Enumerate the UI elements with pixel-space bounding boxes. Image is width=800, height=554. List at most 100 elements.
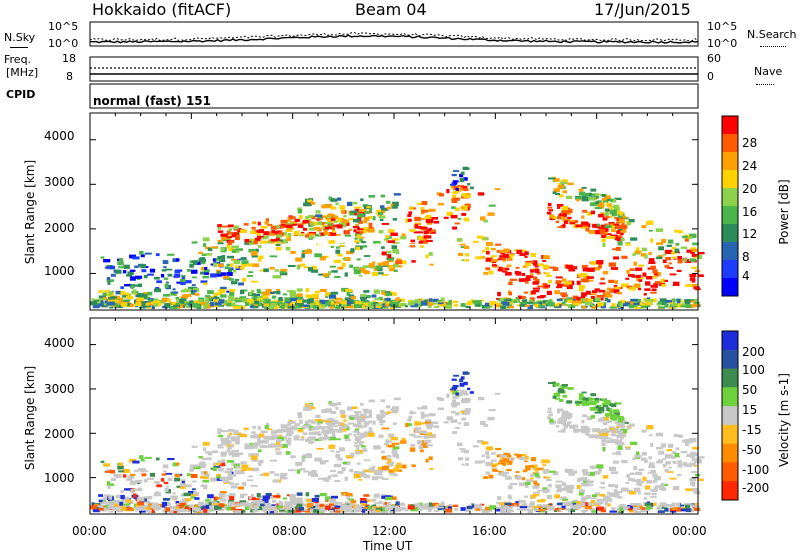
power-cell xyxy=(363,302,368,305)
power-cell xyxy=(153,298,159,302)
power-cell xyxy=(156,280,162,284)
power-cell xyxy=(487,212,495,216)
power-cell xyxy=(590,202,597,207)
power-cell xyxy=(492,265,499,268)
velocity-cell xyxy=(693,490,700,494)
velocity-cell xyxy=(595,501,601,506)
power-cell xyxy=(226,272,233,276)
power-cell xyxy=(375,303,383,307)
velocity-cell xyxy=(653,487,658,490)
velocity-cell xyxy=(606,407,610,411)
power-cell xyxy=(604,227,609,232)
power-cell xyxy=(140,300,147,306)
power-cell xyxy=(671,251,676,255)
velocity-cell xyxy=(455,392,459,396)
velocity-cell xyxy=(407,505,415,510)
axis-ticks xyxy=(89,113,699,514)
velocity-cell xyxy=(232,473,237,477)
power-cell xyxy=(694,256,699,259)
power-cell xyxy=(226,302,232,307)
power-cell xyxy=(612,213,618,217)
power-cell xyxy=(538,301,545,304)
velocity-cell xyxy=(192,464,199,468)
power-cell xyxy=(645,276,653,280)
velocity-cell xyxy=(596,506,604,511)
power-cell xyxy=(226,244,231,249)
velocity-cell xyxy=(461,397,467,402)
power-cell xyxy=(662,259,667,264)
velocity-cell xyxy=(188,506,193,511)
power-cell xyxy=(120,286,124,289)
power-cell xyxy=(207,290,214,295)
power-cell xyxy=(228,267,232,272)
power-cell xyxy=(485,267,491,271)
power-cell xyxy=(566,299,573,303)
power-cell xyxy=(123,295,128,298)
velocity-cell xyxy=(495,506,501,509)
power-cell xyxy=(608,236,616,239)
power-cell xyxy=(290,293,298,298)
power-cell xyxy=(438,193,444,197)
power-cell xyxy=(512,300,517,303)
power-cell xyxy=(570,304,576,309)
velocity-cell xyxy=(258,501,265,505)
power-cell xyxy=(562,190,567,194)
velocity-cell xyxy=(263,472,269,477)
velocity-cell xyxy=(387,464,394,467)
velocity-cell xyxy=(644,458,648,463)
velocity-cell xyxy=(239,470,245,474)
power-cell xyxy=(542,283,548,286)
power-cell xyxy=(474,300,482,305)
velocity-cell xyxy=(690,451,697,455)
power-cell xyxy=(585,227,590,232)
velocity-cell xyxy=(616,441,624,446)
velocity-cell xyxy=(485,471,491,475)
power-cell xyxy=(286,226,294,230)
power-cell xyxy=(355,231,360,234)
velocity-cell xyxy=(608,440,616,443)
power-cell xyxy=(658,306,665,309)
velocity-cell xyxy=(120,494,125,500)
velocity-cbar-tick-neg100: -100 xyxy=(742,463,770,477)
velocity-cell xyxy=(304,453,312,459)
velocity-cell xyxy=(450,388,454,393)
power-cell xyxy=(200,257,206,260)
power-cell xyxy=(529,299,533,303)
power-cell xyxy=(198,259,206,262)
velocity-cell xyxy=(613,489,618,493)
velocity-cell xyxy=(609,403,614,407)
velocity-cell xyxy=(174,477,181,482)
velocity-cell xyxy=(590,393,597,397)
power-cell xyxy=(210,246,219,249)
power-cell xyxy=(648,261,656,264)
velocity-cell xyxy=(586,416,592,421)
velocity-cell xyxy=(560,496,567,500)
power-cell xyxy=(556,216,562,220)
velocity-cell xyxy=(628,508,633,511)
velocity-cell xyxy=(689,462,696,466)
velocity-cell xyxy=(338,426,345,429)
power-cell xyxy=(548,279,552,284)
power-cell xyxy=(628,274,635,277)
velocity-cell xyxy=(423,439,432,443)
power-cell xyxy=(378,212,384,215)
power-cell xyxy=(240,264,247,267)
power-cell xyxy=(479,299,485,302)
power-cell xyxy=(532,260,538,265)
velocity-cell xyxy=(321,420,328,423)
velocity-cell xyxy=(175,506,180,511)
velocity-cell xyxy=(180,500,188,504)
power-cell xyxy=(173,304,181,307)
power-cell xyxy=(363,216,370,221)
power-cell xyxy=(282,293,288,296)
velocity-cell xyxy=(555,480,563,483)
velocity-cell xyxy=(303,470,309,473)
power-cell xyxy=(597,200,602,204)
velocity-cell xyxy=(229,482,235,485)
power-cell xyxy=(173,305,177,309)
power-cell xyxy=(342,257,347,260)
velocity-cell xyxy=(217,428,222,432)
power-cell xyxy=(380,194,386,198)
power-cell xyxy=(656,256,662,260)
velocity-cell xyxy=(296,503,303,508)
